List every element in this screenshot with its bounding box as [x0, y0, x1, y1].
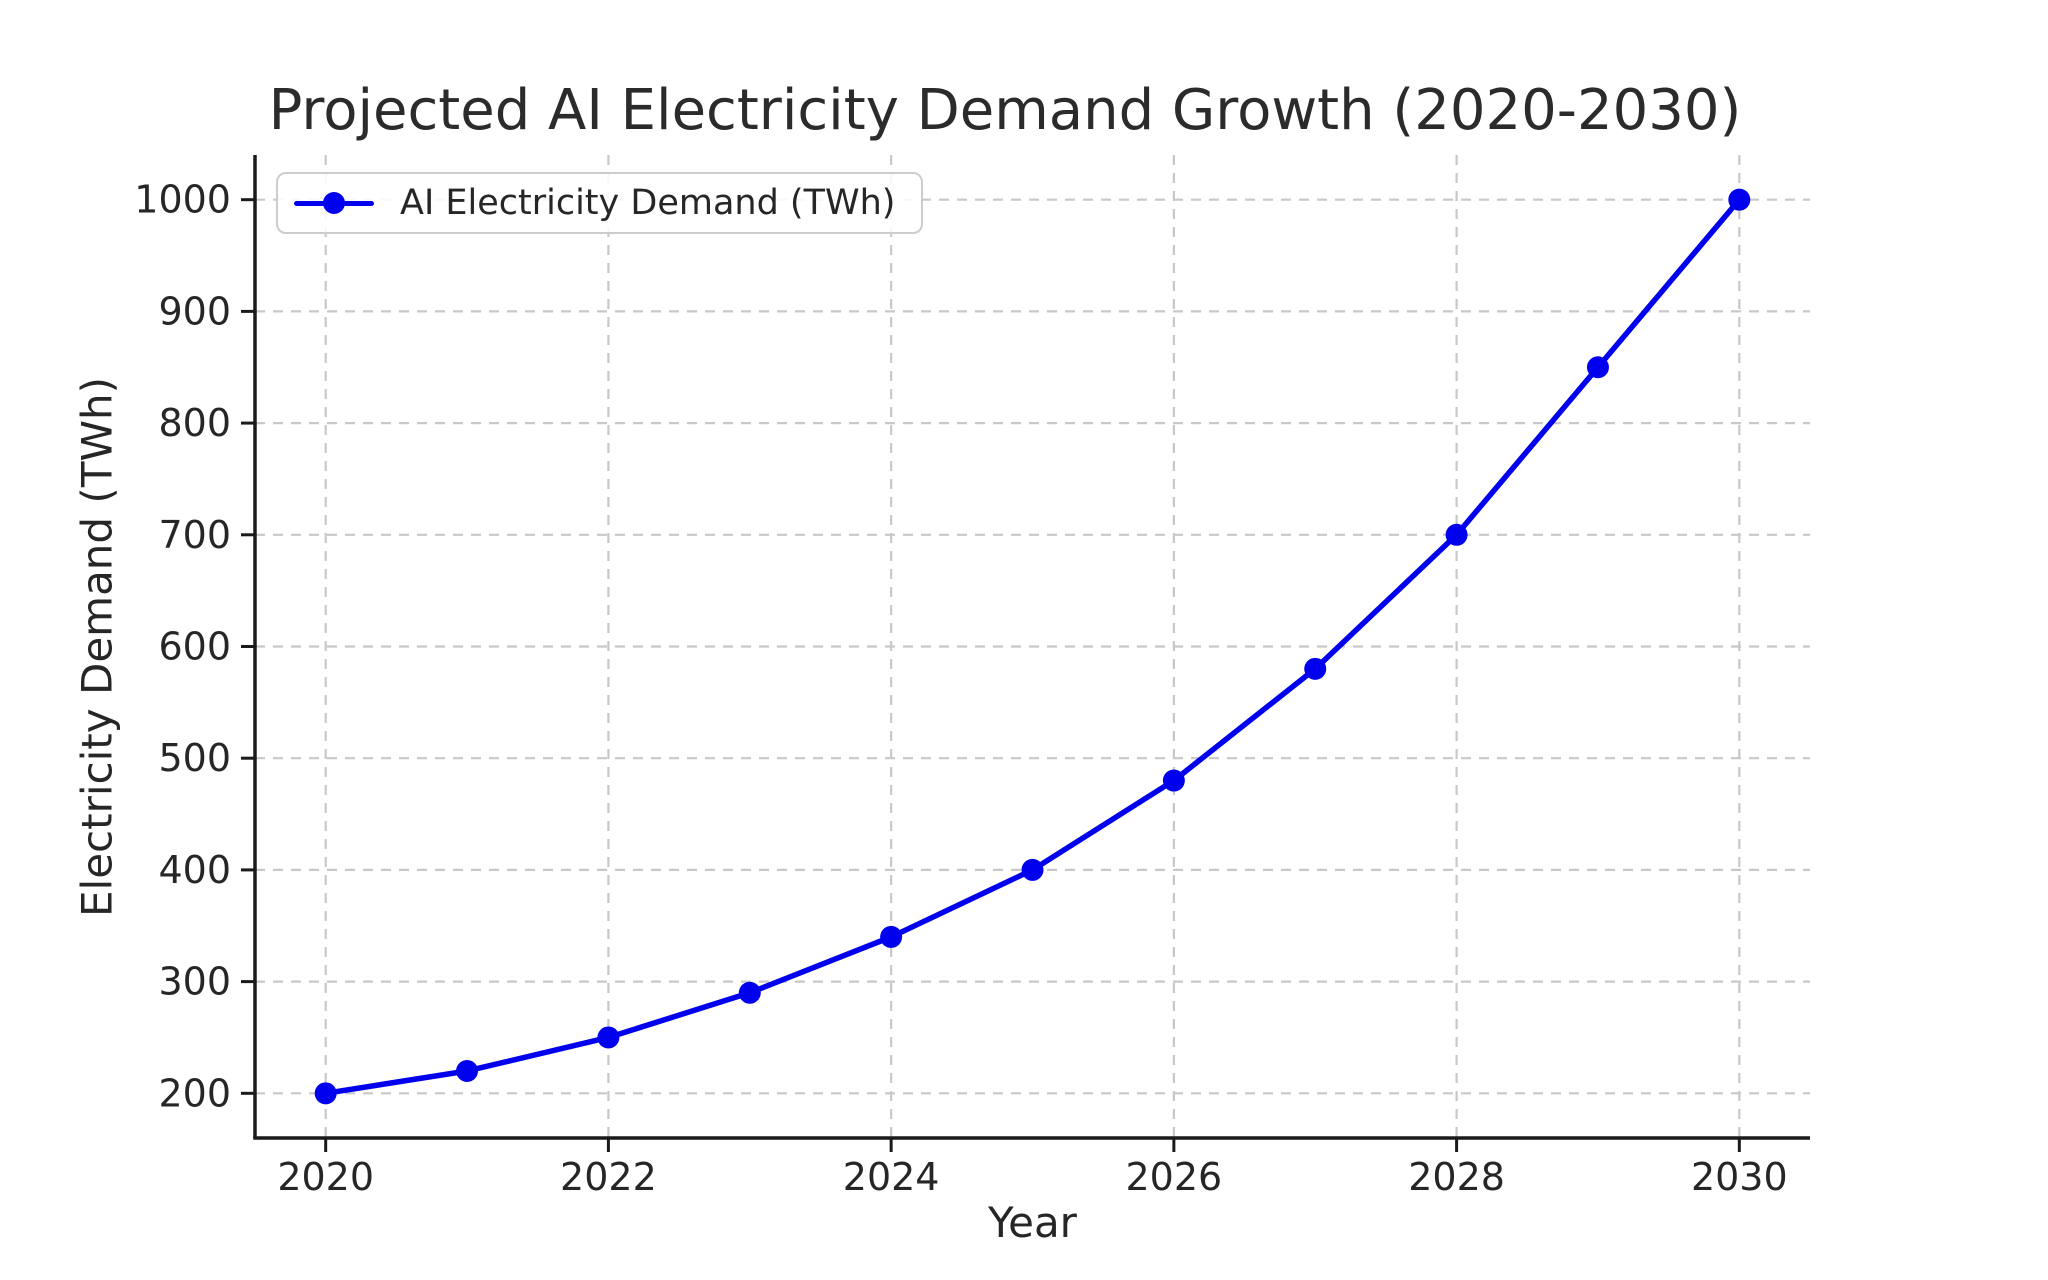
data-point-marker: [1304, 657, 1327, 680]
data-point-marker: [456, 1059, 479, 1082]
y-tick-label: 1000: [134, 178, 231, 222]
data-point-marker: [1162, 769, 1185, 792]
x-tick-label: 2024: [843, 1155, 940, 1199]
data-point-marker: [1021, 858, 1044, 881]
data-point-marker: [1586, 356, 1609, 379]
y-tick-label: 700: [158, 513, 231, 557]
chart-title: Projected AI Electricity Demand Growth (…: [268, 78, 1742, 143]
y-tick-label: 200: [158, 1071, 231, 1115]
y-tick-label: 300: [158, 960, 231, 1004]
data-point-marker: [1445, 523, 1468, 546]
y-tick-label: 500: [158, 736, 231, 780]
x-axis-label: Year: [988, 1198, 1077, 1247]
data-point-marker: [1728, 188, 1751, 211]
x-tick-label: 2030: [1691, 1155, 1788, 1199]
data-point-marker: [880, 925, 903, 948]
data-point-marker: [597, 1026, 620, 1049]
y-tick-label: 900: [158, 289, 231, 333]
x-tick-label: 2020: [277, 1155, 374, 1199]
y-axis-label: Electricity Demand (TWh): [72, 376, 122, 917]
legend-label: AI Electricity Demand (TWh): [400, 183, 896, 223]
legend-line-marker-icon: [294, 192, 374, 214]
y-tick-label: 400: [158, 848, 231, 892]
data-point-marker: [738, 981, 761, 1004]
x-tick-label: 2028: [1408, 1155, 1505, 1199]
legend: AI Electricity Demand (TWh): [276, 172, 924, 234]
x-tick-label: 2022: [560, 1155, 657, 1199]
x-tick-label: 2026: [1126, 1155, 1223, 1199]
y-tick-label: 800: [158, 401, 231, 445]
y-tick-label: 600: [158, 625, 231, 669]
legend-marker-dot: [323, 192, 345, 214]
data-point-marker: [314, 1082, 337, 1105]
